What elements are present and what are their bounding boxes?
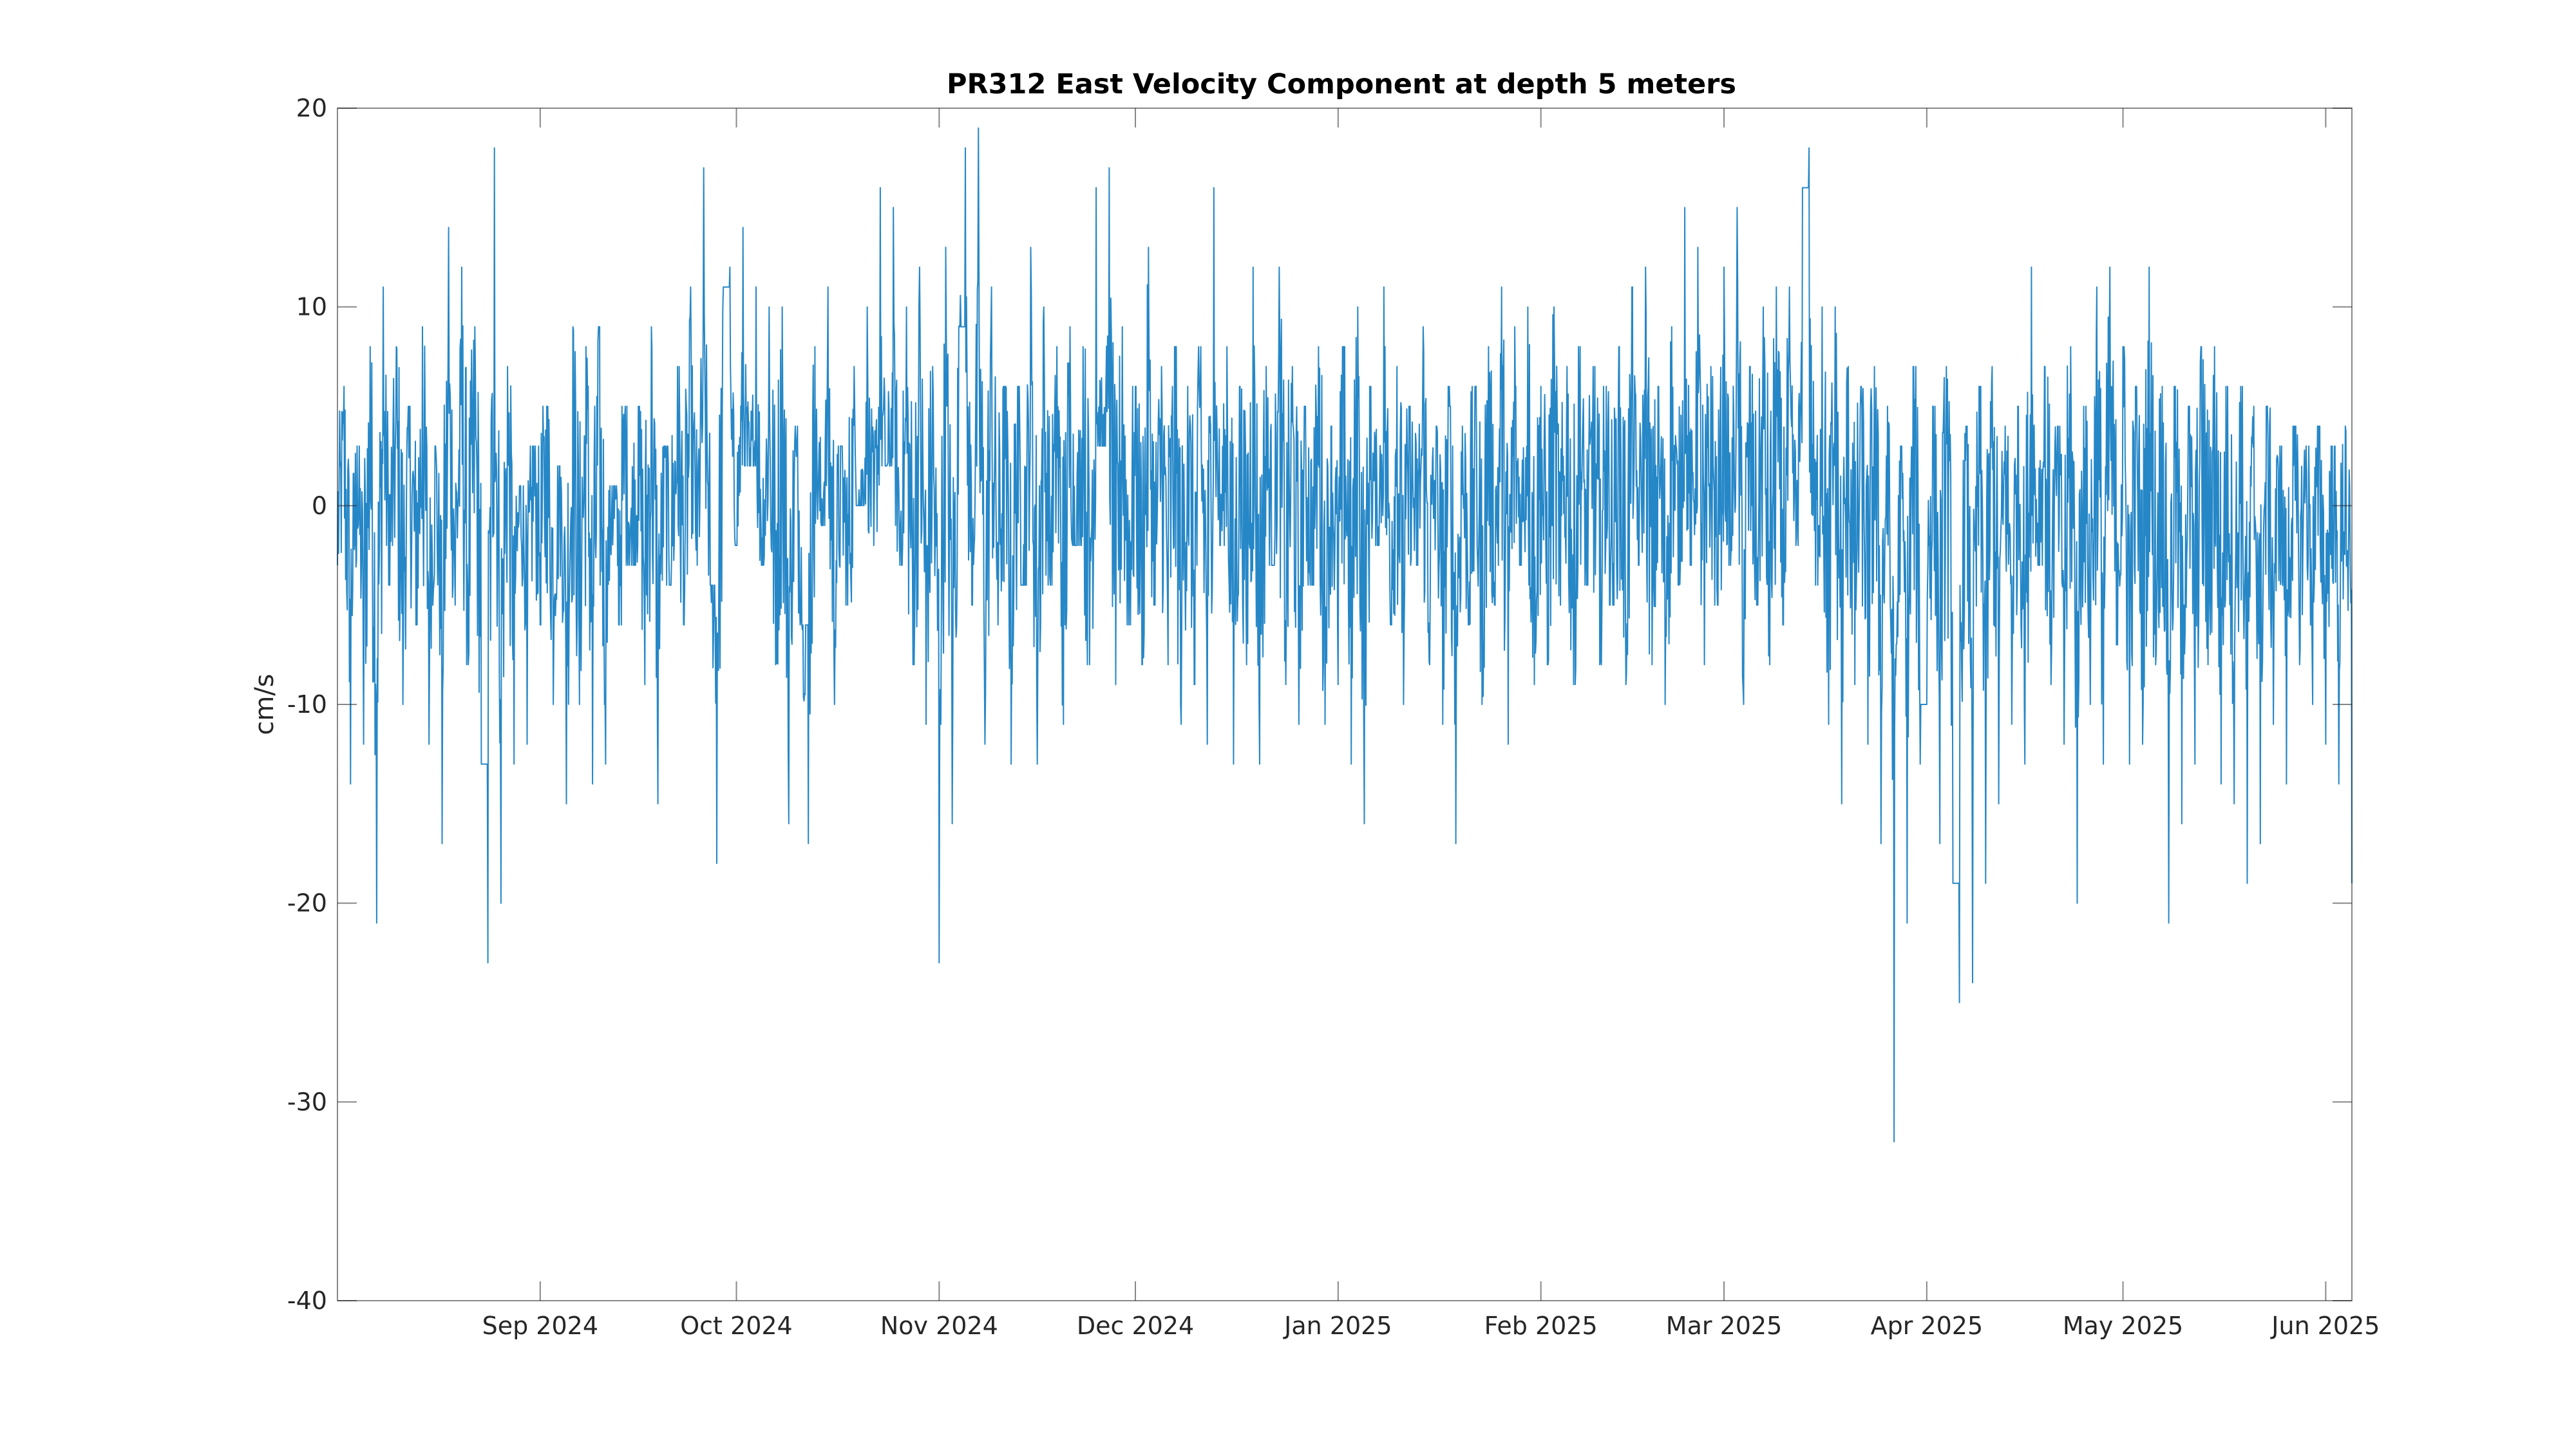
y-tick-label: -30 — [287, 1088, 327, 1116]
y-axis: 20 10 0 -10 -20 -30 -40 — [287, 94, 2352, 1315]
x-tick-label: Jun 2025 — [2270, 1312, 2380, 1340]
y-axis-label: cm/s — [250, 674, 279, 735]
x-axis: Sep 2024 Oct 2024 Nov 2024 Dec 2024 Jan 2025… — [482, 108, 2380, 1340]
y-tick-label: -20 — [287, 889, 327, 918]
x-tick-label: Dec 2024 — [1077, 1312, 1194, 1340]
y-tick-label: 20 — [296, 94, 327, 122]
x-tick-label: Oct 2024 — [680, 1312, 793, 1340]
chart-title: PR312 East Velocity Component at depth 5… — [947, 68, 1736, 100]
y-tick-label: 0 — [312, 491, 327, 520]
plot-layer — [337, 127, 2353, 1143]
x-tick-label: Jan 2025 — [1283, 1312, 1392, 1340]
y-tick-label: 10 — [296, 293, 327, 321]
y-tick-label: -10 — [287, 690, 327, 719]
series-line — [337, 127, 2353, 1143]
x-tick-label: Sep 2024 — [482, 1312, 598, 1340]
y-tick-label: -40 — [287, 1287, 327, 1315]
x-tick-label: Apr 2025 — [1871, 1312, 1984, 1340]
x-tick-label: Mar 2025 — [1666, 1312, 1782, 1340]
x-tick-label: May 2025 — [2063, 1312, 2183, 1340]
x-tick-label: Nov 2024 — [880, 1312, 998, 1340]
x-tick-label: Feb 2025 — [1484, 1312, 1598, 1340]
